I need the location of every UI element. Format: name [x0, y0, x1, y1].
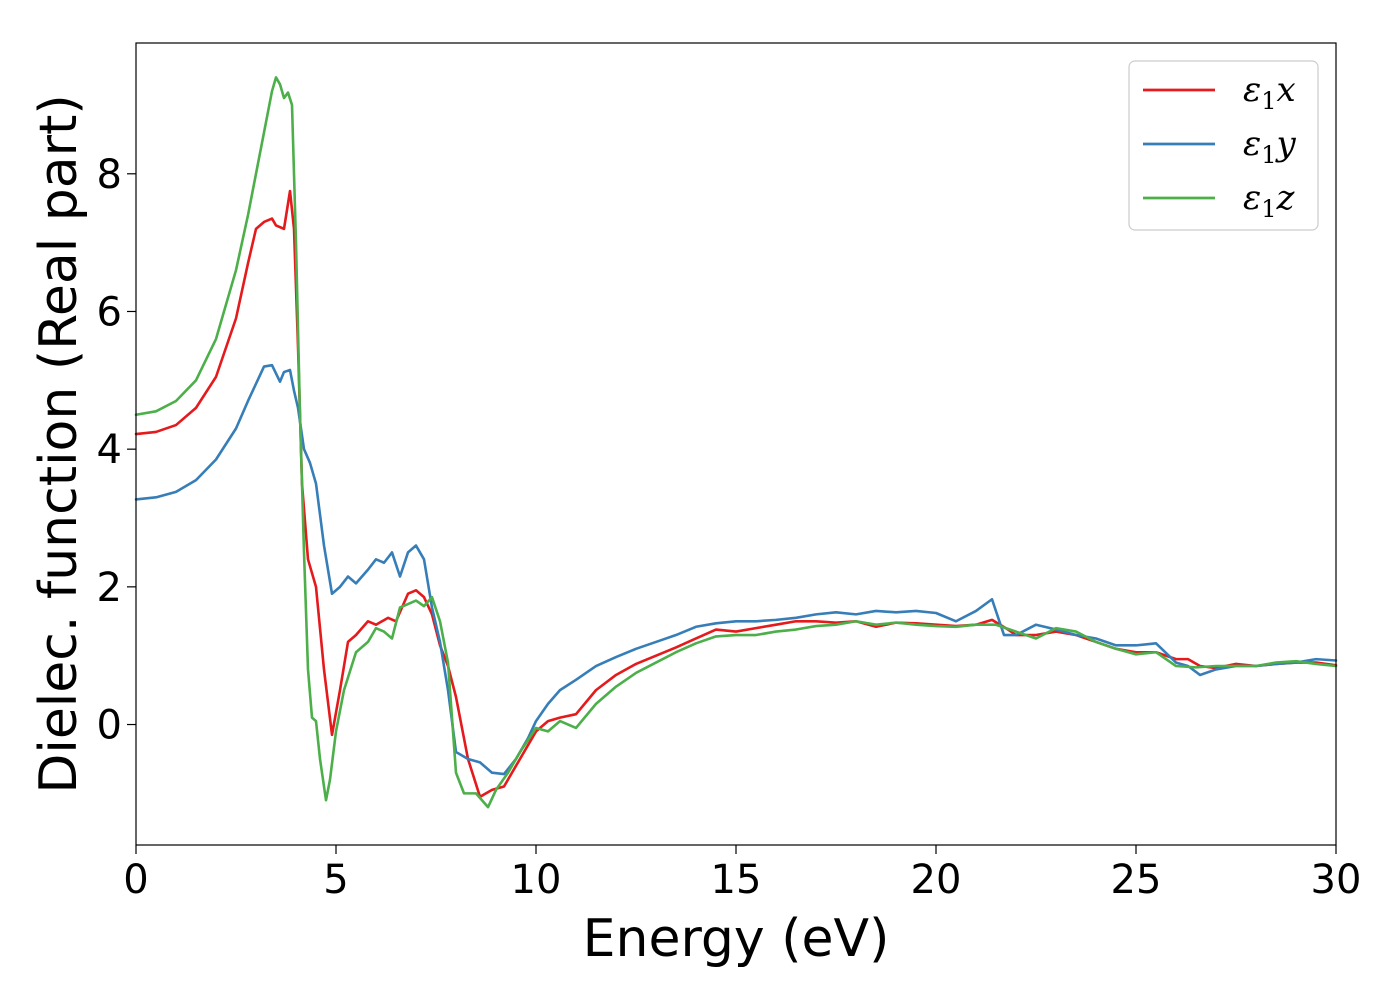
y-tick-label: 4	[97, 427, 122, 473]
legend: ε1x ε1y ε1z	[1128, 60, 1319, 231]
legend-box	[1128, 60, 1319, 231]
x-axis: 0 5 10 15 20 25 30	[123, 845, 1361, 903]
x-tick-label: 0	[123, 857, 148, 903]
y-axis-label: Dielec. function (Real part)	[29, 94, 89, 793]
x-tick-label: 25	[1111, 857, 1162, 903]
legend-label-y: ε1y	[1243, 124, 1297, 169]
x-tick-label: 10	[511, 857, 562, 903]
x-tick-label: 20	[911, 857, 962, 903]
y-tick-label: 6	[97, 289, 122, 335]
x-tick-label: 30	[1311, 857, 1362, 903]
series-layer	[134, 76, 1338, 809]
y-tick-label: 2	[97, 565, 122, 611]
legend-label-z: ε1z	[1243, 178, 1296, 223]
x-tick-label: 15	[711, 857, 762, 903]
x-axis-label: Energy (eV)	[583, 909, 890, 969]
y-tick-label: 0	[97, 703, 122, 749]
series-line-y	[134, 363, 1338, 776]
x-tick-label: 5	[323, 857, 348, 903]
series-line-z	[134, 76, 1338, 809]
y-axis: 0 2 4 6 8	[97, 152, 136, 749]
legend-label-x: ε1x	[1243, 70, 1296, 115]
y-tick-label: 8	[97, 152, 122, 198]
